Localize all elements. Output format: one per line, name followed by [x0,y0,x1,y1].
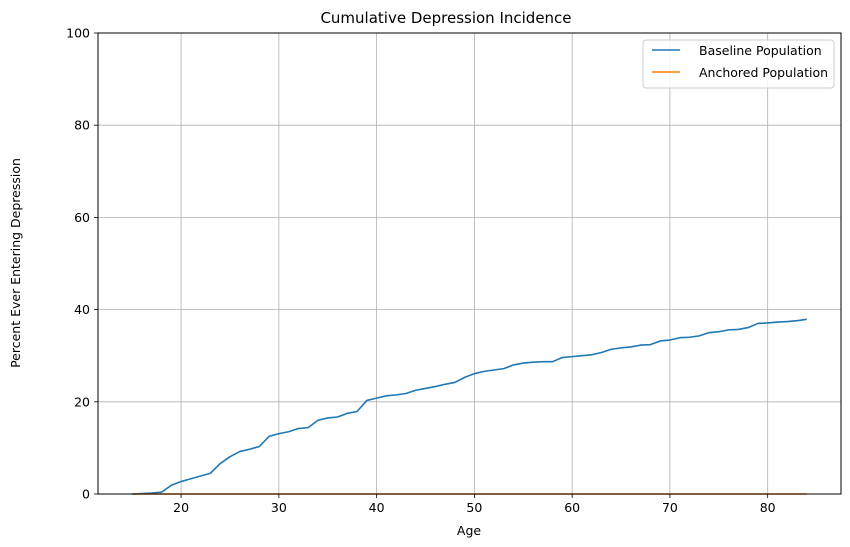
legend-label-baseline: Baseline Population [699,43,822,58]
x-tick-label: 50 [466,500,482,515]
x-axis: 20 30 40 50 60 70 80 [173,494,776,515]
x-tick-label: 80 [760,500,776,515]
y-tick-label: 60 [74,210,90,225]
y-tick-label: 80 [74,118,90,133]
y-tick-label: 20 [74,394,90,409]
grid [98,32,841,495]
x-tick-label: 20 [173,500,189,515]
x-axis-label: Age [457,523,481,538]
legend-box [642,39,835,89]
y-axis: 0 20 40 60 80 100 [66,26,98,502]
y-tick-label: 0 [82,487,90,502]
series-layer [132,318,807,495]
legend-label-anchored: Anchored Population [699,65,828,80]
y-tick-label: 40 [74,302,90,317]
legend: Baseline Population Anchored Population [642,39,835,89]
series-line-baseline [132,318,807,495]
x-tick-label: 40 [369,500,385,515]
x-tick-label: 60 [564,500,580,515]
chart-title: Cumulative Depression Incidence [320,9,571,27]
x-tick-label: 70 [662,500,678,515]
y-tick-label: 100 [66,26,90,41]
y-axis-label: Percent Ever Entering Depression [8,158,23,368]
plot-frame [97,32,842,495]
x-tick-label: 30 [271,500,287,515]
